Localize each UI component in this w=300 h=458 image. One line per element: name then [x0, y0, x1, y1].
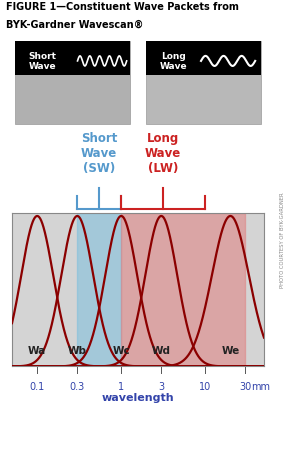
Text: 30: 30 — [239, 382, 251, 392]
Bar — [146, 41, 262, 75]
Text: Wc: Wc — [112, 346, 130, 356]
Text: Wa: Wa — [28, 346, 46, 356]
Bar — [14, 41, 130, 75]
Text: 0.3: 0.3 — [70, 382, 85, 392]
Text: Wd: Wd — [152, 346, 171, 356]
Bar — [14, 41, 130, 124]
Text: FIGURE 1—Constituent Wave Packets from: FIGURE 1—Constituent Wave Packets from — [6, 2, 239, 12]
Text: 1: 1 — [118, 382, 124, 392]
Text: Wb: Wb — [68, 346, 87, 356]
Text: Long: Long — [161, 52, 186, 61]
Bar — [121, 213, 245, 366]
Text: Short
Wave
(SW): Short Wave (SW) — [81, 132, 117, 175]
Text: Long
Wave
(LW): Long Wave (LW) — [145, 132, 181, 175]
Text: BYK-Gardner Wavescan®: BYK-Gardner Wavescan® — [6, 20, 143, 30]
Text: 0.1: 0.1 — [30, 382, 45, 392]
Bar — [77, 213, 121, 366]
Bar — [146, 41, 262, 124]
Text: PHOTO COURTESY OF BYK-GARDNER: PHOTO COURTESY OF BYK-GARDNER — [280, 193, 284, 288]
Text: wavelength: wavelength — [102, 393, 174, 403]
Text: Short: Short — [28, 52, 56, 61]
Text: mm: mm — [251, 382, 270, 392]
Text: 10: 10 — [199, 382, 211, 392]
Text: Wave: Wave — [28, 62, 56, 71]
Text: We: We — [221, 346, 239, 356]
Text: Wave: Wave — [160, 62, 187, 71]
Text: 3: 3 — [158, 382, 164, 392]
